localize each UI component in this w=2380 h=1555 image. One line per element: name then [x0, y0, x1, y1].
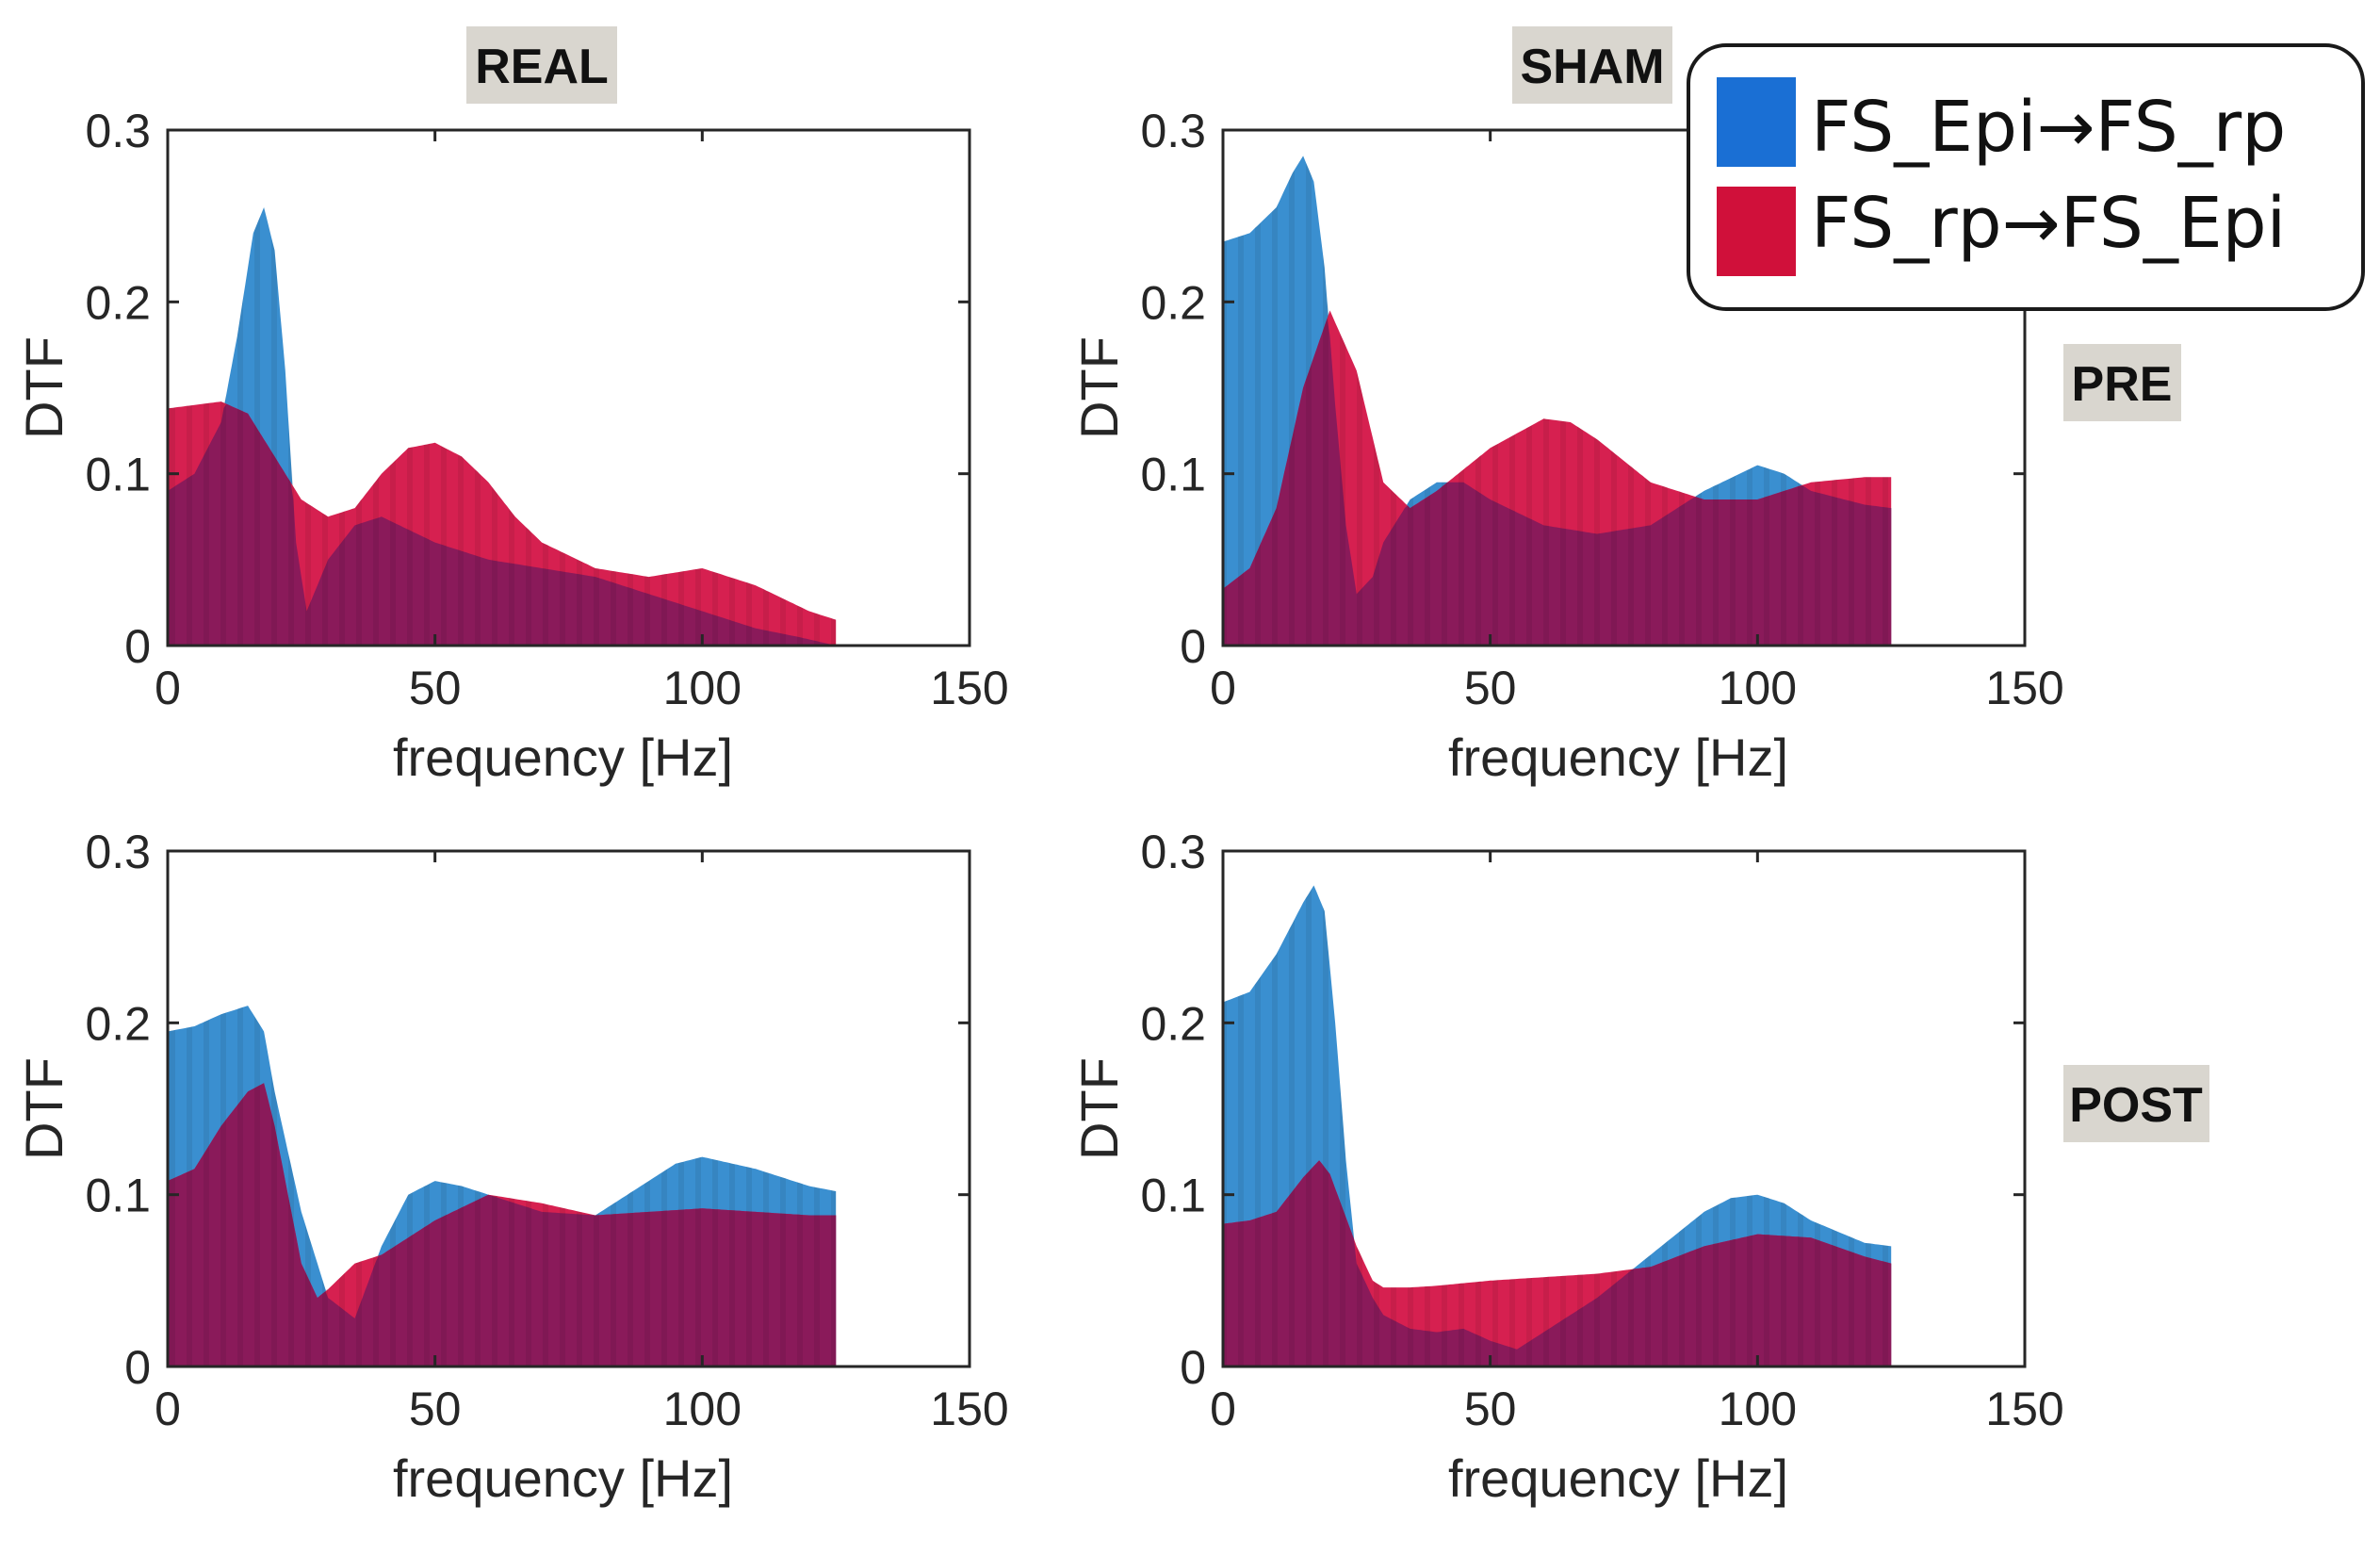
x-tick-label: 50 — [1464, 1383, 1517, 1435]
y-tick-label: 0.3 — [85, 105, 151, 157]
x-tick-label: 0 — [1210, 1383, 1236, 1435]
y-tick-label: 0.3 — [1140, 105, 1206, 157]
y-tick-label: 0.1 — [85, 449, 151, 501]
column-title-sham-tag: SHAM — [1512, 26, 1672, 104]
y-tick-label: 0.2 — [1140, 997, 1206, 1050]
x-tick-label: 50 — [409, 1383, 462, 1435]
panel-real-pre: 0 50 100 150 0 0.1 0.2 0.3 frequency [Hz] DTF — [14, 105, 1009, 787]
x-tick-label: 50 — [409, 662, 462, 714]
x-tick-label: 150 — [930, 662, 1008, 714]
column-title-sham: SHAM — [1520, 40, 1664, 94]
x-tick-label: 100 — [663, 1383, 742, 1435]
y-tick-label: 0.1 — [1140, 449, 1206, 501]
x-tick-label: 100 — [1719, 1383, 1797, 1435]
x-axis-label: frequency [Hz] — [1448, 728, 1788, 787]
y-tick-label: 0.2 — [1140, 276, 1206, 329]
axes-frame — [1221, 128, 2027, 647]
y-axis-label: DTF — [14, 336, 73, 439]
x-tick-label: 150 — [1985, 1383, 2063, 1435]
row-title-post: POST — [2069, 1078, 2203, 1133]
column-title-real-tag: REAL — [466, 26, 617, 104]
y-tick-label: 0.1 — [85, 1170, 151, 1222]
y-tick-label: 0 — [1180, 620, 1206, 673]
y-tick-label: 0 — [1180, 1341, 1206, 1394]
legend-swatch-epi-to-rp — [1717, 77, 1796, 167]
panel-sham-post: 0 50 100 150 0 0.1 0.2 0.3 frequency [Hz] DTF — [1069, 826, 2064, 1508]
bar-stripe-texture — [168, 1006, 837, 1367]
axes-frame — [166, 849, 971, 1368]
axes-frame — [166, 128, 971, 647]
panel-real-post: 0 50 100 150 0 0.1 0.2 0.3 frequency [Hz] DTF — [14, 826, 1009, 1508]
x-axis-label: frequency [Hz] — [393, 728, 733, 787]
y-tick-label: 0.1 — [1140, 1170, 1206, 1222]
y-tick-label: 0.2 — [85, 997, 151, 1050]
y-axis-label: DTF — [1069, 1057, 1129, 1160]
axes-frame — [1221, 849, 2027, 1368]
legend: FS_Epi→FS_rp FS_rp→FS_Epi — [1687, 43, 2365, 311]
row-title-pre: PRE — [2072, 357, 2173, 412]
y-axis-label: DTF — [14, 1057, 73, 1160]
y-axis-label: DTF — [1069, 336, 1129, 439]
row-title-pre-tag: PRE — [2063, 344, 2181, 421]
x-tick-label: 150 — [1985, 662, 2063, 714]
x-tick-label: 0 — [155, 662, 181, 714]
x-tick-label: 100 — [1719, 662, 1797, 714]
legend-label-epi-to-rp: FS_Epi→FS_rp — [1811, 87, 2286, 168]
x-axis-label: frequency [Hz] — [393, 1449, 733, 1508]
y-tick-label: 0.3 — [1140, 826, 1206, 878]
y-tick-label: 0 — [124, 620, 151, 673]
legend-swatch-rp-to-epi — [1717, 187, 1796, 276]
bar-stripe-texture — [168, 207, 837, 646]
y-tick-label: 0 — [124, 1341, 151, 1394]
legend-box — [1687, 43, 2365, 311]
y-tick-label: 0.3 — [85, 826, 151, 878]
row-title-post-tag: POST — [2063, 1065, 2209, 1142]
x-tick-label: 100 — [663, 662, 742, 714]
bar-stripe-texture — [1223, 156, 1892, 646]
x-axis-label: frequency [Hz] — [1448, 1449, 1788, 1508]
column-title-real: REAL — [475, 40, 609, 94]
legend-label-rp-to-epi: FS_rp→FS_Epi — [1811, 183, 2286, 264]
x-tick-label: 50 — [1464, 662, 1517, 714]
x-tick-label: 150 — [930, 1383, 1008, 1435]
x-tick-label: 0 — [155, 1383, 181, 1435]
bar-stripe-texture — [1223, 885, 1892, 1367]
x-tick-label: 0 — [1210, 662, 1236, 714]
y-tick-label: 0.2 — [85, 276, 151, 329]
